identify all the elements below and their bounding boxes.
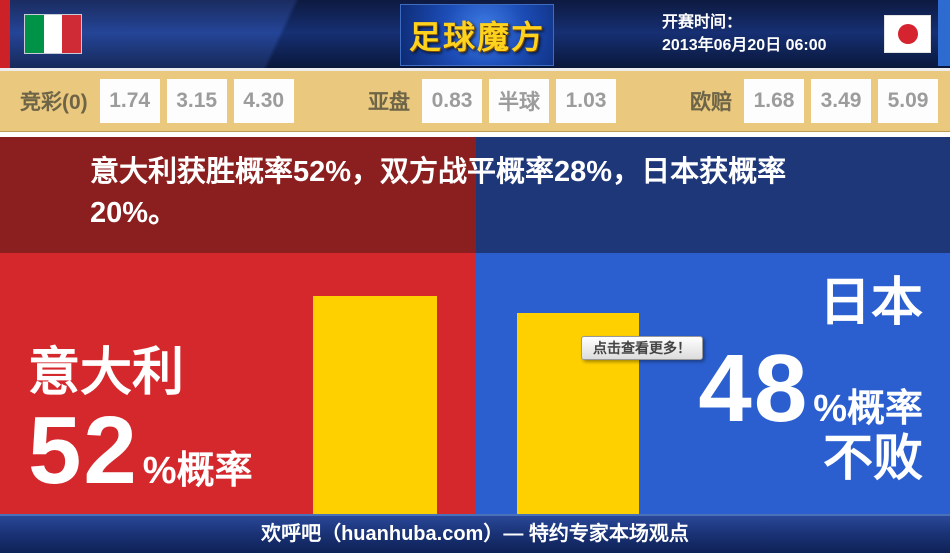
site-logo[interactable]: 足球魔方 bbox=[400, 4, 554, 66]
header-left-red-strip bbox=[0, 0, 10, 68]
prediction-summary-line1: 意大利获胜概率52%，双方战平概率28%，日本获概率 bbox=[90, 156, 787, 188]
italy-percent-value: 52 bbox=[28, 397, 139, 504]
yapan-odds-home[interactable]: 0.83 bbox=[422, 79, 482, 123]
italy-flag-icon bbox=[24, 14, 82, 54]
odds-group-yapan: 亚盘 0.83 半球 1.03 bbox=[368, 71, 616, 131]
odds-group-jingcai: 竞彩(0) 1.74 3.15 4.30 bbox=[20, 71, 294, 131]
odds-bar-bottom-border bbox=[0, 131, 950, 132]
japan-flag-circle bbox=[897, 24, 918, 44]
italy-percent-suffix: %概率 bbox=[142, 450, 253, 492]
japan-unbeaten-note: 不败 bbox=[823, 430, 923, 486]
header-right-blue-strip bbox=[938, 0, 950, 66]
yapan-label: 亚盘 bbox=[368, 91, 410, 114]
kickoff-time-value: 2013年06月20日 06:00 bbox=[662, 37, 827, 54]
footer-branding: 欢呼吧（huanhuba.com）— 特约专家本场观点 bbox=[0, 514, 950, 553]
italy-flag-green-stripe bbox=[25, 15, 44, 53]
oupei-odds-draw[interactable]: 3.49 bbox=[811, 79, 871, 123]
prediction-summary: 意大利获胜概率52%，双方战平概率28%，日本获概率 20%。 bbox=[90, 152, 880, 234]
yapan-handicap[interactable]: 半球 bbox=[489, 79, 549, 123]
jingcai-odds-home[interactable]: 1.74 bbox=[99, 79, 160, 123]
italy-probability: 52 %概率 bbox=[28, 403, 253, 499]
oupei-odds-away[interactable]: 5.09 bbox=[878, 79, 938, 123]
jingcai-odds-away[interactable]: 4.30 bbox=[233, 79, 294, 123]
italy-probability-bar[interactable] bbox=[313, 296, 437, 514]
odds-group-oupei: 欧赔 1.68 3.49 5.09 bbox=[690, 71, 938, 131]
click-for-more-tooltip[interactable]: 点击查看更多！ bbox=[581, 336, 703, 360]
odds-bar: 竞彩(0) 1.74 3.15 4.30 亚盘 0.83 半球 1.03 欧赔 … bbox=[0, 71, 950, 131]
kickoff-time-block: 开赛时间： 2013年06月20日 06:00 bbox=[662, 11, 827, 57]
header-separator bbox=[0, 68, 950, 71]
japan-team-name: 日本 bbox=[818, 274, 923, 332]
kickoff-time-label: 开赛时间： bbox=[662, 14, 743, 31]
italy-flag-red-stripe bbox=[62, 15, 81, 53]
prediction-infographic: 意大利获胜概率52%，双方战平概率28%，日本获概率 20%。 意大利 52 %… bbox=[0, 137, 950, 514]
yapan-odds-away[interactable]: 1.03 bbox=[556, 79, 616, 123]
japan-percent-value: 48 bbox=[698, 335, 810, 442]
japan-flag-icon bbox=[884, 15, 931, 53]
prediction-summary-line2: 20%。 bbox=[90, 197, 178, 229]
oupei-odds-home[interactable]: 1.68 bbox=[744, 79, 804, 123]
jingcai-label: 竞彩(0) bbox=[20, 91, 88, 114]
site-logo-text: 足球魔方 bbox=[408, 19, 545, 55]
odds-bar-white-band bbox=[0, 132, 950, 137]
japan-percent-suffix: %概率 bbox=[813, 388, 923, 430]
japan-probability: 48 %概率 bbox=[698, 341, 923, 437]
italy-flag-white-stripe bbox=[43, 15, 63, 53]
jingcai-odds-draw[interactable]: 3.15 bbox=[166, 79, 227, 123]
header: 足球魔方 开赛时间： 2013年06月20日 06:00 bbox=[0, 0, 950, 68]
oupei-label: 欧赔 bbox=[690, 91, 732, 114]
italy-team-name: 意大利 bbox=[28, 344, 185, 402]
